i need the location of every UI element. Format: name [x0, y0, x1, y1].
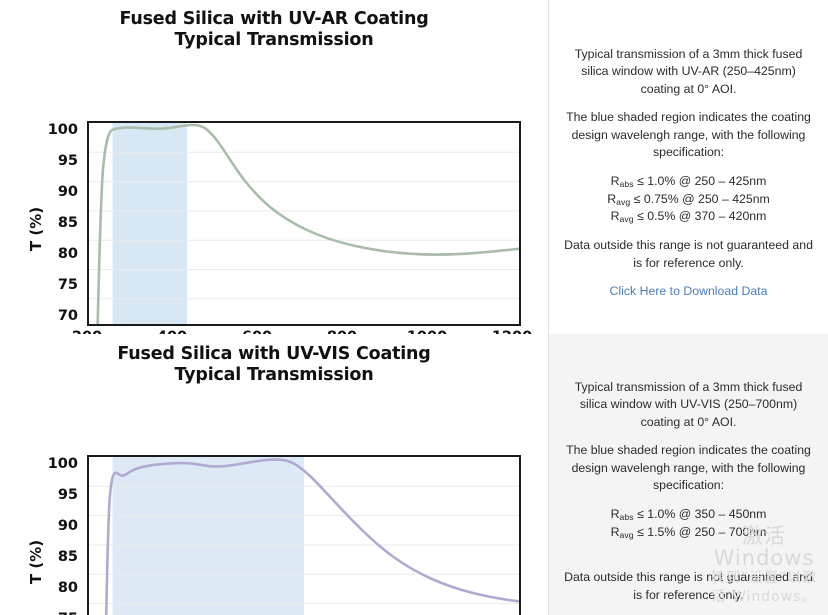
spec-line-1-2: Ravg ≤ 0.5% @ 370 – 420nm [563, 208, 814, 226]
y-tick-2-4: 80 [57, 579, 78, 596]
spec-symbol: R [610, 173, 620, 188]
y-tick-1-3: 85 [57, 214, 78, 231]
description-panel-uv-vis: Typical transmission of a 3mm thick fuse… [548, 334, 828, 615]
transmission-curve-uv-ar [96, 123, 521, 326]
spec-value: ≤ 1.0% @ 250 – 425nm [637, 173, 767, 188]
spec-symbol: R [610, 209, 620, 224]
chart-area-uv-vis: Fused Silica with UV-VIS Coating Typical… [0, 334, 548, 615]
spec-symbol: R [610, 506, 620, 521]
design-band-2 [112, 454, 304, 615]
plot-canvas-uv-ar [87, 120, 521, 326]
spec-value: ≤ 1.0% @ 350 – 450nm [637, 506, 767, 521]
chart-title-line1: Fused Silica with UV-VIS Coating [117, 344, 431, 364]
spec-line-2-0: Rabs ≤ 1.0% @ 350 – 450nm [563, 506, 814, 524]
spec-list-1: Rabs ≤ 1.0% @ 250 – 425nm Ravg ≤ 0.75% @… [563, 173, 814, 226]
spec-subscript: avg [619, 214, 634, 225]
disclaimer-1: Data outside this range is not guarantee… [564, 238, 813, 270]
chart-area-uv-ar: Fused Silica with UV-AR Coating Typical … [0, 0, 548, 373]
y-tick-2-3: 85 [57, 548, 78, 565]
shaded-note-2: The blue shaded region indicates the coa… [566, 443, 811, 493]
y-tick-2-2: 90 [57, 517, 78, 534]
y-tick-1-4: 80 [57, 245, 78, 262]
chart-title-line2: Typical Transmission [174, 365, 374, 386]
chart-title-uv-ar: Fused Silica with UV-AR Coating Typical … [0, 0, 548, 52]
chart-panel-uv-vis: Fused Silica with UV-VIS Coating Typical… [0, 334, 828, 615]
y-tick-2-5: 75 [34, 611, 78, 615]
y-tick-2-0: 100 [47, 455, 78, 472]
spec-value: ≤ 0.5% @ 370 – 420nm [637, 209, 767, 224]
spec-value: ≤ 1.5% @ 250 – 700nm [637, 524, 767, 539]
description-panel-uv-ar: Typical transmission of a 3mm thick fuse… [548, 0, 828, 334]
y-tick-2-1: 95 [57, 486, 78, 503]
spec-line-2-1: Ravg ≤ 1.5% @ 250 – 700nm [563, 524, 814, 542]
spec-symbol: R [607, 191, 617, 206]
shaded-note-1: The blue shaded region indicates the coa… [566, 110, 811, 160]
transmission-curve-uv-vis [104, 457, 521, 615]
download-data-link-1[interactable]: Click Here to Download Data [609, 284, 768, 299]
spec-line-1-0: Rabs ≤ 1.0% @ 250 – 425nm [563, 173, 814, 191]
spec-subscript: avg [619, 529, 634, 540]
y-tick-1-6: 70 [57, 307, 78, 324]
y-tick-1-2: 90 [57, 183, 78, 200]
y-tick-1-0: 100 [47, 121, 78, 138]
spec-list-2: Rabs ≤ 1.0% @ 350 – 450nm Ravg ≤ 1.5% @ … [563, 506, 814, 542]
chart-panel-uv-ar: Fused Silica with UV-AR Coating Typical … [0, 0, 828, 373]
chart-title-uv-vis: Fused Silica with UV-VIS Coating Typical… [0, 334, 548, 387]
spec-value: ≤ 0.75% @ 250 – 425nm [633, 191, 770, 206]
spec-subscript: avg [616, 196, 631, 207]
spec-subscript: abs [619, 178, 634, 189]
spec-symbol: R [610, 524, 620, 539]
y-tick-1-5: 75 [57, 276, 78, 293]
intro-text-2: Typical transmission of a 3mm thick fuse… [574, 380, 803, 429]
chart-title-line2: Typical Transmission [174, 30, 374, 51]
chart-title-line1: Fused Silica with UV-AR Coating [119, 9, 429, 29]
design-band-1 [112, 120, 187, 326]
plot-canvas-uv-vis [87, 454, 521, 615]
y-tick-1-1: 95 [57, 152, 78, 169]
spec-line-1-1: Ravg ≤ 0.75% @ 250 – 425nm [563, 191, 814, 209]
intro-text-1: Typical transmission of a 3mm thick fuse… [574, 47, 803, 96]
disclaimer-2: Data outside this range is not guarantee… [564, 570, 813, 602]
spec-subscript: abs [619, 511, 634, 522]
spacer [563, 552, 814, 569]
